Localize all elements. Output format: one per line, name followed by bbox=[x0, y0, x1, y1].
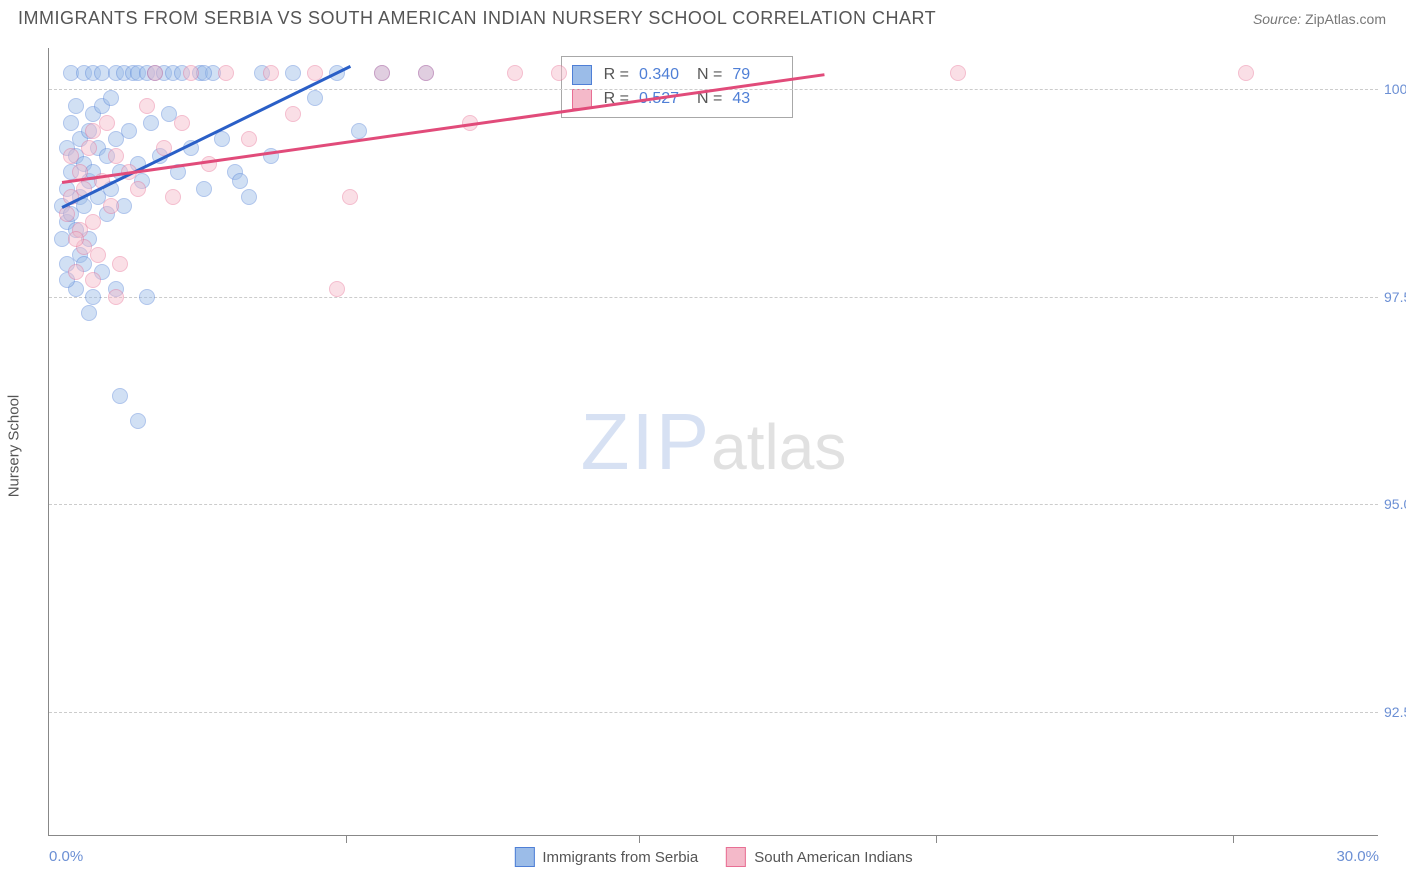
scatter-point-sai bbox=[85, 214, 101, 230]
scatter-point-serbia bbox=[232, 173, 248, 189]
scatter-point-sai bbox=[108, 148, 124, 164]
scatter-point-sai bbox=[63, 148, 79, 164]
y-tick-label: 92.5% bbox=[1384, 704, 1406, 720]
x-tick bbox=[639, 835, 640, 843]
legend-swatch bbox=[726, 847, 746, 867]
scatter-point-serbia bbox=[130, 413, 146, 429]
x-tick bbox=[1233, 835, 1234, 843]
legend-n-label: N = bbox=[697, 63, 722, 87]
x-tick-label: 0.0% bbox=[49, 848, 83, 865]
scatter-point-serbia bbox=[112, 388, 128, 404]
scatter-point-serbia bbox=[68, 98, 84, 114]
scatter-point-serbia bbox=[214, 131, 230, 147]
scatter-point-sai bbox=[99, 115, 115, 131]
legend-swatch bbox=[514, 847, 534, 867]
bottom-legend-item-sai: South American Indians bbox=[726, 847, 912, 867]
scatter-point-sai bbox=[68, 264, 84, 280]
scatter-point-sai bbox=[147, 65, 163, 81]
scatter-point-sai bbox=[103, 198, 119, 214]
scatter-point-sai bbox=[183, 65, 199, 81]
x-tick-label: 30.0% bbox=[1336, 848, 1379, 865]
scatter-point-sai bbox=[1238, 65, 1254, 81]
legend-r-value: 0.340 bbox=[639, 63, 685, 87]
scatter-point-sai bbox=[85, 272, 101, 288]
legend-r-label: R = bbox=[604, 63, 629, 87]
legend-row-sai: R =0.527N =43 bbox=[572, 87, 779, 111]
bottom-legend-item-serbia: Immigrants from Serbia bbox=[514, 847, 698, 867]
legend-series-label: South American Indians bbox=[754, 849, 912, 866]
scatter-point-sai bbox=[342, 189, 358, 205]
scatter-point-serbia bbox=[81, 305, 97, 321]
scatter-point-sai bbox=[68, 231, 84, 247]
watermark-zip: ZIP bbox=[581, 397, 711, 486]
legend-r-label: R = bbox=[604, 87, 629, 111]
scatter-chart: ZIPatlas R =0.340N =79R =0.527N =43 Immi… bbox=[48, 48, 1378, 836]
scatter-point-sai bbox=[329, 281, 345, 297]
watermark-atlas: atlas bbox=[711, 411, 846, 483]
scatter-point-sai bbox=[130, 181, 146, 197]
scatter-point-serbia bbox=[121, 123, 137, 139]
scatter-point-sai bbox=[507, 65, 523, 81]
scatter-point-sai bbox=[285, 106, 301, 122]
legend-n-value: 43 bbox=[732, 87, 778, 111]
scatter-point-sai bbox=[112, 256, 128, 272]
gridline-h bbox=[49, 504, 1378, 505]
scatter-point-sai bbox=[81, 140, 97, 156]
scatter-point-sai bbox=[90, 247, 106, 263]
y-tick-label: 97.5% bbox=[1384, 289, 1406, 305]
scatter-point-serbia bbox=[103, 90, 119, 106]
scatter-point-sai bbox=[374, 65, 390, 81]
source-attribution: Source: ZipAtlas.com bbox=[1253, 11, 1386, 27]
scatter-point-sai bbox=[174, 115, 190, 131]
x-tick bbox=[936, 835, 937, 843]
scatter-point-sai bbox=[165, 189, 181, 205]
scatter-point-serbia bbox=[143, 115, 159, 131]
scatter-point-serbia bbox=[351, 123, 367, 139]
scatter-point-serbia bbox=[196, 181, 212, 197]
scatter-point-sai bbox=[950, 65, 966, 81]
correlation-legend: R =0.340N =79R =0.527N =43 bbox=[561, 56, 794, 118]
scatter-point-serbia bbox=[307, 90, 323, 106]
scatter-point-serbia bbox=[139, 289, 155, 305]
scatter-point-serbia bbox=[241, 189, 257, 205]
scatter-point-sai bbox=[59, 206, 75, 222]
scatter-point-sai bbox=[218, 65, 234, 81]
legend-series-label: Immigrants from Serbia bbox=[542, 849, 698, 866]
scatter-point-sai bbox=[263, 65, 279, 81]
scatter-point-sai bbox=[551, 65, 567, 81]
scatter-point-sai bbox=[418, 65, 434, 81]
y-axis-label: Nursery School bbox=[6, 395, 23, 498]
gridline-h bbox=[49, 297, 1378, 298]
scatter-point-serbia bbox=[85, 289, 101, 305]
source-value: ZipAtlas.com bbox=[1305, 11, 1386, 27]
watermark: ZIPatlas bbox=[581, 396, 847, 488]
legend-swatch bbox=[572, 65, 592, 85]
scatter-point-sai bbox=[139, 98, 155, 114]
scatter-point-serbia bbox=[63, 115, 79, 131]
x-tick bbox=[346, 835, 347, 843]
y-tick-label: 100.0% bbox=[1384, 81, 1406, 97]
scatter-point-sai bbox=[108, 289, 124, 305]
y-tick-label: 95.0% bbox=[1384, 496, 1406, 512]
gridline-h bbox=[49, 712, 1378, 713]
chart-title: IMMIGRANTS FROM SERBIA VS SOUTH AMERICAN… bbox=[18, 8, 936, 29]
source-label: Source: bbox=[1253, 11, 1301, 27]
scatter-point-sai bbox=[241, 131, 257, 147]
series-legend: Immigrants from Serbia South American Ind… bbox=[514, 847, 912, 867]
scatter-point-serbia bbox=[285, 65, 301, 81]
